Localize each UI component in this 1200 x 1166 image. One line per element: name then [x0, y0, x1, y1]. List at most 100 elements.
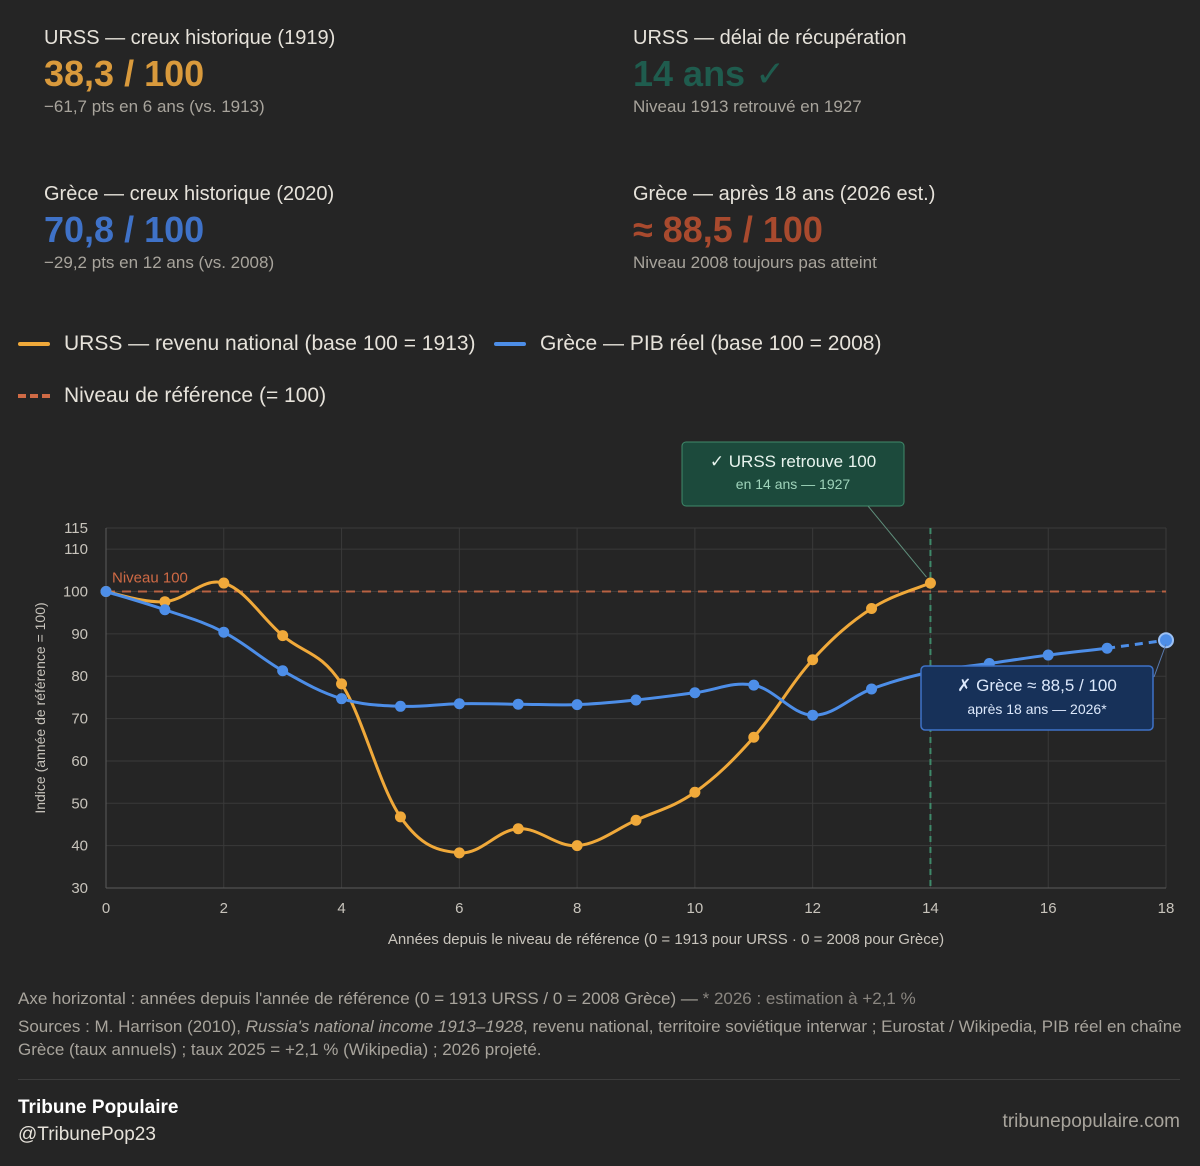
legend-label-ussr: URSS — revenu national (base 100 = 1913): [64, 332, 476, 355]
data-point-greece: [218, 626, 230, 638]
data-point-greece: [336, 693, 348, 705]
stat-ussr-trough: URSS — creux historique (1919) 38,3 / 10…: [44, 26, 335, 118]
x-tick-label: 14: [922, 900, 939, 917]
stat-greece-trough: Grèce — creux historique (2020) 70,8 / 1…: [44, 182, 334, 274]
series-ussr: [100, 577, 936, 859]
annotation-title-greece: ✗ Grèce ≈ 88,5 / 100: [957, 676, 1117, 695]
x-tick-label: 4: [337, 900, 345, 917]
x-tick-label: 6: [455, 900, 463, 917]
data-point-greece: [453, 698, 465, 710]
x-tick-label: 8: [573, 900, 581, 917]
stat-label: Grèce — creux historique (2020): [44, 183, 335, 205]
projection-point-greece: [1158, 632, 1174, 649]
annotation-leader-greece: [1153, 644, 1167, 678]
brand-handle[interactable]: @TribunePop23: [18, 1124, 156, 1145]
data-point-ussr: [807, 654, 819, 666]
stat-ussr-recovery: URSS — délai de récupération 14 ans ✓ Ni…: [633, 26, 906, 118]
y-tick-label: 50: [71, 795, 88, 812]
sources: Sources : M. Harrison (2010), Russia's n…: [18, 1015, 1182, 1061]
annotation-sub-ussr: en 14 ans — 1927: [736, 476, 851, 492]
data-point-greece: [512, 698, 524, 710]
data-point-ussr: [394, 811, 406, 823]
annotation-box-ussr: [681, 441, 905, 507]
x-tick-label: 10: [687, 900, 704, 917]
brand-name: Tribune Populaire: [18, 1097, 179, 1118]
x-axis-label: Années depuis le niveau de référence (0 …: [388, 931, 944, 948]
legend-swatch-ussr: [18, 342, 50, 346]
axis-note-estimate: * 2026 : estimation à +2,1 %: [702, 989, 916, 1008]
data-point-greece: [1042, 649, 1054, 661]
y-tick-label: 70: [71, 711, 88, 728]
data-point-greece: [571, 699, 583, 711]
stat-value: 14 ans ✓: [633, 53, 786, 94]
annotation-leader-ussr: [867, 505, 927, 578]
x-tick-label: 16: [1040, 900, 1057, 917]
line-chart: 30 40 50 60 70 80 90 100 110 115 0 2 4 6 8 10 12 14 16 18 An…: [32, 441, 1175, 948]
data-point-ussr: [689, 786, 701, 798]
y-tick-label: 100: [63, 584, 88, 601]
legend-item-reference[interactable]: Niveau de référence (= 100): [18, 384, 326, 408]
stat-label: Grèce — après 18 ans (2026 est.): [633, 183, 936, 205]
y-tick-label: 30: [71, 880, 88, 897]
annotation-box-greece: [920, 665, 1154, 731]
stat-subtext: −61,7 pts en 6 ans (vs. 1913): [44, 97, 265, 116]
stat-subtext: −29,2 pts en 12 ans (vs. 2008): [44, 253, 275, 272]
data-point-ussr: [512, 823, 524, 835]
stat-subtext: Niveau 2008 toujours pas atteint: [633, 253, 877, 272]
data-point-ussr: [277, 630, 289, 642]
sources-title: Russia's national income 1913–1928: [245, 1017, 524, 1036]
legend-item-greece[interactable]: Grèce — PIB réel (base 100 = 2008): [494, 332, 881, 356]
y-tick-label: 60: [71, 753, 88, 770]
projection-line-greece: [1106, 638, 1167, 650]
stat-label: URSS — creux historique (1919): [44, 27, 336, 49]
y-tick-label: 110: [64, 541, 88, 558]
annotation-sub-greece: après 18 ans — 2026*: [967, 701, 1107, 717]
data-point-greece: [159, 604, 171, 616]
data-point-ussr: [159, 596, 171, 608]
data-point-greece: [630, 694, 642, 706]
legend-label-reference: Niveau de référence (= 100): [64, 384, 327, 407]
brand-site-link[interactable]: tribunepopulaire.com: [1002, 1111, 1180, 1132]
series-line-ussr: [105, 580, 932, 855]
sources-prefix: Sources : M. Harrison (2010),: [18, 1017, 246, 1036]
data-point-ussr: [924, 577, 936, 589]
data-point-ussr: [453, 847, 465, 859]
y-tick-label: 90: [71, 626, 88, 643]
x-tick-label: 2: [220, 900, 228, 917]
legend-item-ussr[interactable]: URSS — revenu national (base 100 = 1913): [18, 332, 476, 356]
x-tick-label: 0: [102, 900, 110, 917]
annotation-title-ussr: ✓ URSS retrouve 100: [710, 452, 876, 471]
stat-label: URSS — délai de récupération: [633, 27, 907, 49]
data-point-greece: [394, 700, 406, 712]
x-tick-label: 12: [804, 900, 821, 917]
reference-line-label: Niveau 100: [112, 570, 188, 587]
stat-subtext: Niveau 1913 retrouvé en 1927: [633, 97, 862, 116]
data-point-greece: [100, 586, 112, 598]
divider: [18, 1079, 1180, 1080]
data-point-ussr: [336, 678, 348, 690]
data-point-ussr: [218, 577, 230, 589]
stat-greece-after-18: Grèce — après 18 ans (2026 est.) ≈ 88,5 …: [633, 182, 935, 274]
data-point-greece: [689, 687, 701, 699]
y-tick-label: 80: [71, 668, 88, 685]
x-tick-label: 18: [1158, 900, 1175, 917]
data-point-ussr: [866, 602, 878, 614]
y-tick-label: 115: [64, 520, 88, 537]
sources-suffix: , revenu national, territoire soviétique…: [18, 1017, 1182, 1059]
data-point-greece: [277, 665, 289, 677]
legend-swatch-greece: [494, 342, 526, 346]
stat-value: 38,3 / 100: [44, 53, 205, 94]
y-tick-label: 40: [71, 838, 88, 855]
stat-value: 70,8 / 100: [44, 209, 205, 250]
data-point-greece: [866, 683, 878, 695]
legend-label-greece: Grèce — PIB réel (base 100 = 2008): [540, 332, 882, 355]
data-point-ussr: [630, 814, 642, 826]
data-point-ussr: [748, 731, 760, 743]
axis-note: Axe horizontal : années depuis l'année d…: [18, 987, 916, 1010]
stat-value: ≈ 88,5 / 100: [633, 209, 823, 250]
axis-note-text: Axe horizontal : années depuis l'année d…: [18, 989, 703, 1008]
y-axis-label: Indice (année de référence = 100): [32, 602, 48, 813]
data-point-greece: [807, 709, 819, 721]
data-point-ussr: [571, 840, 583, 852]
legend-swatch-reference: [18, 394, 50, 398]
